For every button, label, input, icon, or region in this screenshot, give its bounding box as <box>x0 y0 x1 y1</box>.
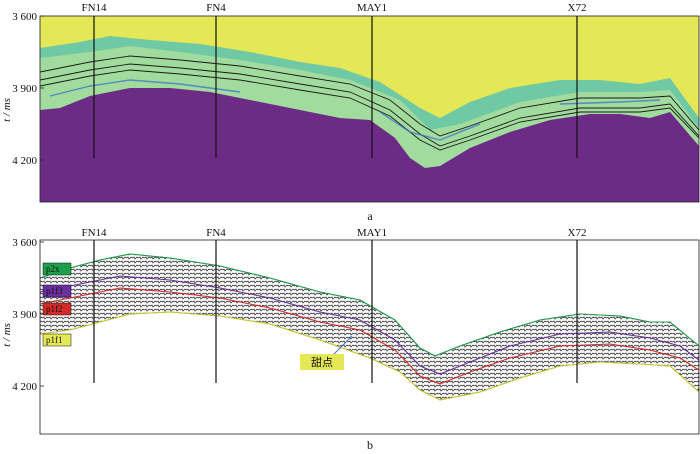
panel-a-blue-streak <box>379 111 481 141</box>
panel-b-horizon-p2x-line <box>40 253 699 357</box>
panel-b-wells <box>93 240 578 383</box>
panel-a-ytick-3600: 3 600 <box>12 11 37 23</box>
panel-b-frame <box>39 239 700 435</box>
panel-b-horizon-p1f1-line <box>40 311 699 401</box>
panel-a-horizon-line <box>40 55 699 137</box>
panel-b: FN14 FN4 MAY1 X72 3 600 3 900 4 200 t / … <box>1 227 700 452</box>
legend-p1f3-box <box>42 284 72 298</box>
sweet-spot-annotation: 甜点 <box>300 335 353 370</box>
legend-p1f2-label: p1f2 <box>46 304 63 314</box>
legend-p1f2-box <box>42 302 72 316</box>
panel-b-horizon-lines <box>40 253 699 401</box>
panel-b-ytick-4200: 4 200 <box>12 381 37 393</box>
panel-a-frame <box>39 15 700 203</box>
panel-a-blue-streak <box>559 99 661 105</box>
panel-a-lower-fill <box>40 88 699 202</box>
sweet-spot-label: 甜点 <box>311 356 333 369</box>
panel-b-y-axis-label: t / ms <box>1 323 13 347</box>
legend-p2x-box <box>42 262 72 276</box>
legend-p1f3-label: p1f3 <box>46 286 63 296</box>
panel-a-y-axis-label: t / ms <box>1 98 13 122</box>
panel-b-well-fn14-label: FN14 <box>81 227 107 239</box>
legend-p1f1-label: p1f1 <box>46 335 63 345</box>
panel-a-well-fn14-label: FN14 <box>81 2 107 14</box>
panel-b-ytick-3600: 3 600 <box>12 237 37 249</box>
panel-a-wells <box>93 16 578 158</box>
panel-b-label: b <box>367 438 373 452</box>
panel-a-well-may1-label: MAY1 <box>357 2 387 14</box>
legend-p2x-label: p2x <box>46 264 60 274</box>
panel-a: FN14 FN4 MAY1 X72 3 600 3 900 4 200 t / … <box>1 2 700 223</box>
panel-a-horizon-line <box>40 63 699 147</box>
legend-p1f1-box <box>42 333 72 347</box>
panel-b-ytick-3900: 3 900 <box>12 309 37 321</box>
panel-a-blue-streak <box>49 79 241 97</box>
panel-a-well-fn4-label: FN4 <box>206 2 226 14</box>
panel-b-horizon-p1f3-line <box>40 275 699 375</box>
panel-b-horizon-p1f2-line <box>40 287 699 385</box>
panel-a-ytick-3900: 3 900 <box>12 83 37 95</box>
panel-a-label: a <box>367 209 373 223</box>
sweet-spot-leader-line <box>331 335 353 357</box>
panel-a-ytick-4200: 4 200 <box>12 155 37 167</box>
panel-b-well-fn4-label: FN4 <box>206 227 226 239</box>
sweet-spot-label-box <box>300 354 344 370</box>
panel-b-well-may1-label: MAY1 <box>357 227 387 239</box>
panel-a-blue-streaks <box>49 79 661 141</box>
panel-b-seismic-body <box>40 253 699 401</box>
panel-a-well-x72-label: X72 <box>568 2 587 14</box>
panel-b-horizon-legend: p2x p1f3 p1f2 p1f1 <box>42 262 72 347</box>
panel-b-well-x72-label: X72 <box>568 227 587 239</box>
